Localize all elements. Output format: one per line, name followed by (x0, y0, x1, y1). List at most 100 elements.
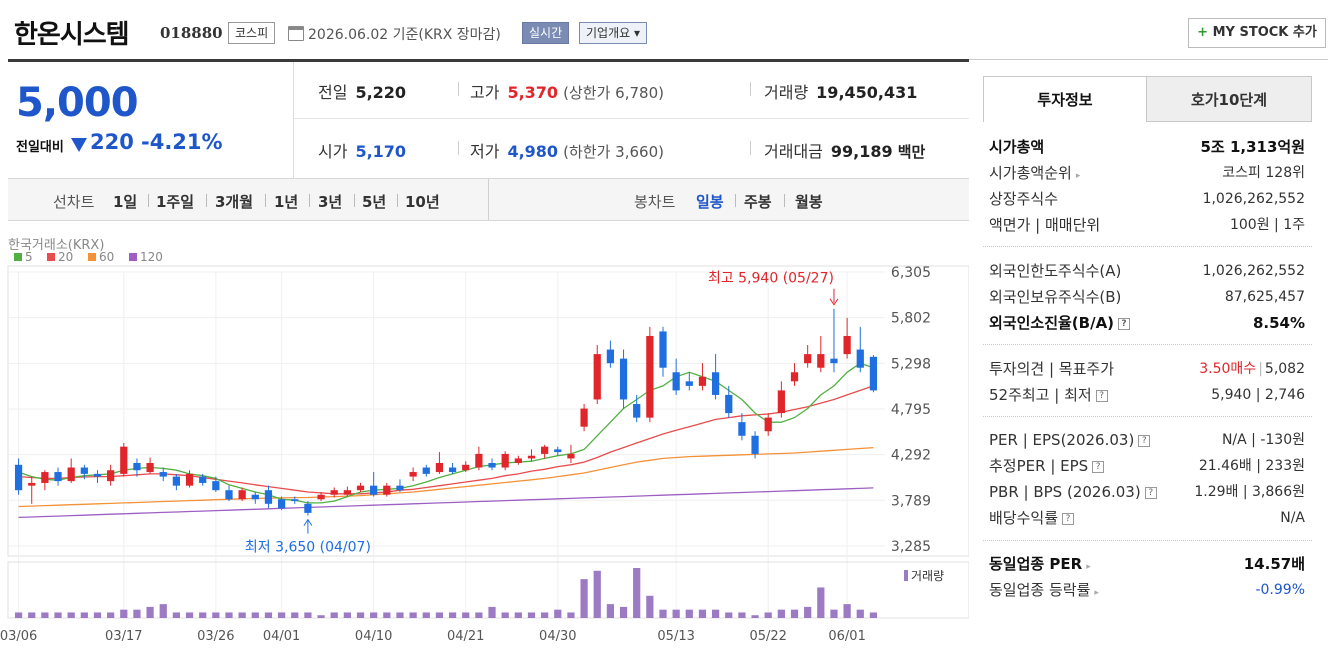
candle-body (462, 464, 470, 471)
candle-body (212, 481, 220, 491)
separator (458, 82, 459, 96)
candle-body (291, 499, 299, 502)
tab-investment-info[interactable]: 투자정보 (983, 76, 1147, 122)
y-tick-label: 4,292 (891, 448, 931, 464)
low-price: 저가 4,980 (하한가 3,660) (470, 142, 664, 161)
divider (488, 179, 489, 220)
volume-bar (199, 612, 207, 618)
candle-body (619, 358, 628, 400)
industry-rate-row[interactable]: 동일업종 등락률 ▸ -0.99% (989, 581, 1305, 599)
volume-bar (593, 570, 601, 618)
candle-body (830, 358, 838, 364)
candle-body (225, 490, 233, 500)
x-tick-label: 03/17 (105, 629, 142, 644)
divider (983, 540, 1312, 541)
max-arrow-head (829, 298, 839, 306)
candle-body (764, 417, 772, 432)
volume-bar (541, 612, 549, 618)
price-change-rate: -4.21% (141, 130, 223, 154)
volume-bar (41, 612, 49, 618)
realtime-button[interactable]: 실시간 (522, 22, 570, 44)
volume-bar (488, 606, 496, 618)
tab-weekly-candle[interactable]: 주봉 (744, 193, 772, 211)
help-icon[interactable]: ? (1138, 434, 1151, 447)
est-per-row: 추정PER | EPS? 21.46배 | 233원 (989, 457, 1305, 475)
x-axis: 03/06 03/17 03/26 04/01 04/10 04/21 04/30 05/13… (0, 629, 866, 644)
stock-code: 018880 (160, 24, 223, 42)
volume-bar (501, 612, 509, 618)
x-tick-label: 04/30 (539, 629, 576, 644)
min-arrow-head (303, 518, 313, 526)
ma-line-60 (18, 446, 874, 508)
candle-body (199, 476, 207, 483)
volume-bar (567, 612, 575, 618)
help-icon[interactable]: ? (1092, 460, 1105, 473)
separator (309, 194, 310, 207)
x-tick-label: 03/06 (0, 629, 37, 644)
help-icon[interactable]: ? (1095, 389, 1108, 402)
tab-3month[interactable]: 3개월 (215, 193, 254, 211)
volume-bar (120, 609, 128, 618)
investment-info-panel: 투자정보 호가10단계 시가총액 5조 1,313억원 시가총액순위 ▸ 코스피 … (983, 76, 1312, 606)
opinion-row: 투자의견 | 목표주가 3.50매수 | 5,082 (989, 360, 1305, 378)
tab-3year[interactable]: 3년 (318, 193, 343, 211)
tab-quote-10[interactable]: 호가10단계 (1146, 76, 1312, 122)
open-price: 시가 5,170 (318, 142, 407, 161)
candle-body (843, 335, 851, 355)
tab-1year[interactable]: 1년 (274, 193, 299, 211)
line-chart-label[interactable]: 선차트 (53, 193, 95, 211)
add-my-stock-button[interactable]: + MY STOCK 추가 (1188, 18, 1326, 48)
chart-annotations: 최고 5,940 (05/27) 최저 3,650 (04/07) (245, 271, 839, 556)
chevron-right-icon: ▸ (1075, 171, 1081, 181)
separator (784, 194, 785, 207)
stock-chart[interactable]: 한국거래소(KRX) 5 20 60 120 6,305 5,802 5,298 4,795… (0, 222, 969, 656)
volume-legend: 거래량 (911, 569, 944, 583)
volume-bar (790, 609, 799, 618)
industry-per-row[interactable]: 동일업종 PER ▸ 14.57배 (989, 555, 1305, 573)
candle-body (238, 490, 246, 500)
tab-monthly-candle[interactable]: 월봉 (795, 193, 823, 211)
help-icon[interactable]: ? (1118, 317, 1131, 330)
candle-body (396, 485, 404, 491)
volume-bar (685, 609, 693, 618)
company-overview-dropdown[interactable]: 기업개요 ▾ (579, 22, 647, 44)
help-icon[interactable]: ? (1062, 512, 1075, 525)
down-arrow-icon (71, 138, 87, 152)
candle-body (817, 354, 825, 368)
tab-10year[interactable]: 10년 (405, 193, 440, 211)
candle-body (330, 490, 338, 495)
volume-bar (738, 612, 746, 618)
tab-5year[interactable]: 5년 (362, 193, 387, 211)
candle-body (448, 467, 457, 473)
trade-amount: 거래대금 99,189 백만 (764, 142, 926, 161)
stock-header: 한온시스템 018880 코스피 2026.06.02 기준(KRX 장마감) … (0, 0, 1335, 60)
candle-body (711, 372, 720, 395)
ma-line-5 (18, 362, 874, 504)
pbr-row: PBR | BPS (2026.03)? 1.29배 | 3,866원 (989, 483, 1305, 501)
help-icon[interactable]: ? (1144, 486, 1157, 499)
candle-body (383, 485, 391, 495)
volume-bar (527, 612, 536, 618)
market-cap-rank-row[interactable]: 시가총액순위 ▸ 코스피 128위 (989, 164, 1305, 182)
candle-body (120, 446, 128, 474)
volume-bar (251, 612, 259, 618)
volume-bar (185, 612, 194, 618)
volume-bar (330, 612, 338, 618)
y-tick-label: 4,795 (891, 402, 931, 418)
separator (148, 194, 149, 207)
tab-daily-candle[interactable]: 일봉 (696, 193, 724, 211)
chevron-right-icon: ▸ (1094, 588, 1099, 598)
candle-body (133, 462, 141, 471)
base-date: 2026.06.02 기준(KRX 장마감) (308, 27, 501, 43)
x-tick-label: 03/26 (197, 629, 234, 644)
tab-1day[interactable]: 1일 (113, 193, 138, 211)
tab-1week[interactable]: 1주일 (156, 193, 195, 211)
company-name: 한온시스템 (14, 20, 130, 50)
volume-bar (435, 612, 444, 618)
candle-chart-label[interactable]: 봉차트 (634, 193, 676, 211)
legend-swatch-20 (47, 253, 55, 261)
volume-bar (646, 595, 654, 618)
candle-body (28, 482, 36, 486)
volume-bar (475, 612, 483, 618)
volume-bar (28, 612, 36, 618)
